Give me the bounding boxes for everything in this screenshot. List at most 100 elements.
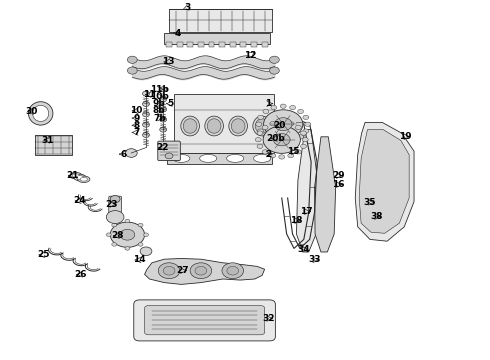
Circle shape xyxy=(271,139,277,143)
Circle shape xyxy=(305,122,311,126)
Text: 8b: 8b xyxy=(153,107,166,116)
Text: 3: 3 xyxy=(184,4,190,13)
Circle shape xyxy=(279,120,285,125)
Ellipse shape xyxy=(181,116,199,136)
Circle shape xyxy=(295,125,301,130)
Ellipse shape xyxy=(229,116,247,136)
Ellipse shape xyxy=(80,177,88,181)
Circle shape xyxy=(125,219,130,223)
Text: 32: 32 xyxy=(262,314,275,323)
Circle shape xyxy=(143,132,149,138)
Text: 25: 25 xyxy=(37,251,49,259)
FancyBboxPatch shape xyxy=(145,306,265,335)
Circle shape xyxy=(280,140,286,144)
Circle shape xyxy=(140,247,152,256)
Text: 28: 28 xyxy=(111,231,124,240)
Circle shape xyxy=(160,117,167,122)
Bar xyxy=(166,42,172,47)
Bar xyxy=(209,42,215,47)
Bar xyxy=(198,42,204,47)
Ellipse shape xyxy=(200,154,217,162)
Polygon shape xyxy=(296,130,318,252)
Text: 19: 19 xyxy=(399,132,412,141)
Circle shape xyxy=(270,56,279,63)
Circle shape xyxy=(273,134,290,146)
Ellipse shape xyxy=(74,174,86,181)
Circle shape xyxy=(125,149,137,157)
Text: 14: 14 xyxy=(133,256,146,264)
Ellipse shape xyxy=(207,119,221,133)
Text: 5: 5 xyxy=(168,99,173,108)
FancyBboxPatch shape xyxy=(174,94,274,153)
FancyBboxPatch shape xyxy=(35,135,72,155)
Text: 10: 10 xyxy=(130,107,143,116)
Circle shape xyxy=(300,131,306,135)
Circle shape xyxy=(255,138,261,142)
Circle shape xyxy=(112,223,117,227)
Circle shape xyxy=(160,127,167,132)
Circle shape xyxy=(125,247,130,250)
Text: 6: 6 xyxy=(121,150,126,159)
Polygon shape xyxy=(145,258,265,284)
Circle shape xyxy=(110,222,145,247)
Text: 9b: 9b xyxy=(153,99,166,108)
Text: 35: 35 xyxy=(364,198,376,207)
Bar xyxy=(164,33,270,44)
Circle shape xyxy=(303,129,309,133)
Text: 13: 13 xyxy=(162,58,174,67)
Circle shape xyxy=(264,110,303,139)
Ellipse shape xyxy=(255,119,269,133)
Ellipse shape xyxy=(28,102,53,125)
Circle shape xyxy=(195,266,207,275)
Circle shape xyxy=(263,109,269,114)
Polygon shape xyxy=(315,137,336,252)
Circle shape xyxy=(258,129,264,133)
Ellipse shape xyxy=(70,172,82,179)
Circle shape xyxy=(227,266,239,275)
Text: 21: 21 xyxy=(66,171,79,180)
Circle shape xyxy=(279,155,285,159)
Circle shape xyxy=(158,263,180,279)
Circle shape xyxy=(288,153,294,158)
Circle shape xyxy=(120,229,135,240)
Ellipse shape xyxy=(32,105,49,122)
Circle shape xyxy=(143,102,149,107)
Circle shape xyxy=(138,243,143,246)
Ellipse shape xyxy=(183,119,197,133)
Ellipse shape xyxy=(172,154,190,162)
Text: 20b: 20b xyxy=(266,134,285,143)
Text: 30: 30 xyxy=(25,107,38,116)
Circle shape xyxy=(297,109,303,114)
Ellipse shape xyxy=(227,154,244,162)
Circle shape xyxy=(110,195,120,203)
Circle shape xyxy=(288,122,294,126)
Text: 24: 24 xyxy=(73,197,86,206)
FancyBboxPatch shape xyxy=(109,196,122,216)
Polygon shape xyxy=(355,122,414,241)
Ellipse shape xyxy=(254,154,270,162)
Text: 15: 15 xyxy=(287,148,299,156)
Text: 27: 27 xyxy=(176,266,189,275)
Circle shape xyxy=(263,135,269,139)
Circle shape xyxy=(106,211,124,224)
Bar xyxy=(177,42,183,47)
Circle shape xyxy=(274,118,292,131)
Circle shape xyxy=(127,56,137,63)
Circle shape xyxy=(300,144,306,148)
Text: 31: 31 xyxy=(42,136,54,145)
FancyBboxPatch shape xyxy=(169,9,272,32)
Circle shape xyxy=(295,150,301,154)
Circle shape xyxy=(271,105,277,110)
Circle shape xyxy=(143,91,149,96)
Circle shape xyxy=(165,153,173,159)
Bar xyxy=(167,153,272,164)
Text: 7: 7 xyxy=(133,128,140,137)
Circle shape xyxy=(303,115,309,120)
Text: 34: 34 xyxy=(297,245,310,253)
Polygon shape xyxy=(359,130,409,233)
Circle shape xyxy=(143,122,149,127)
Text: 9: 9 xyxy=(133,114,140,123)
Circle shape xyxy=(257,131,263,135)
Circle shape xyxy=(256,122,262,126)
Bar xyxy=(219,42,225,47)
